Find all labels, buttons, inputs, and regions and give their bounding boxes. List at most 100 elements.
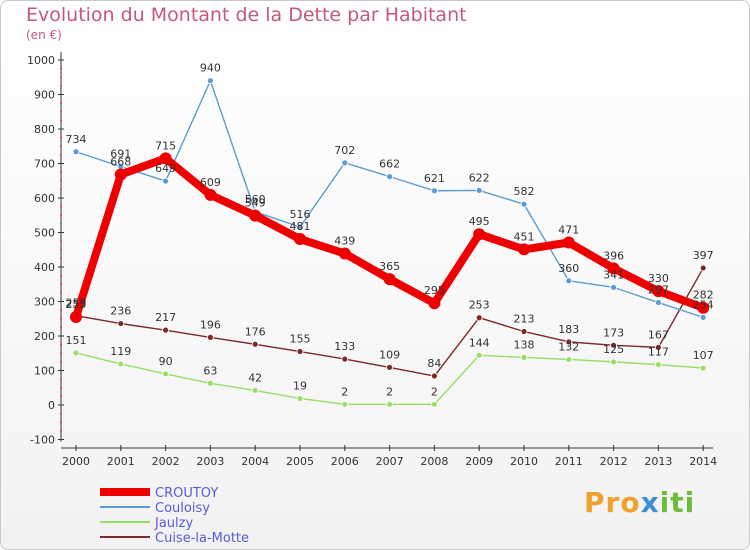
data-label: 715 — [155, 139, 176, 152]
data-label: 125 — [603, 343, 624, 356]
data-point — [117, 360, 125, 368]
data-point — [159, 152, 172, 165]
data-label: 397 — [693, 249, 714, 262]
data-point — [475, 187, 483, 194]
data-label: 560 — [245, 193, 266, 206]
proxiti-logo: Proxiti — [584, 486, 696, 519]
data-label: 668 — [110, 156, 131, 169]
x-tick-label: 2004 — [241, 455, 269, 468]
data-label: 734 — [66, 133, 87, 146]
data-label: 360 — [558, 262, 579, 275]
data-label: 341 — [603, 268, 624, 281]
data-label: 495 — [469, 215, 490, 228]
data-label: 173 — [603, 326, 624, 339]
data-label: 662 — [379, 158, 400, 171]
data-point — [206, 77, 214, 85]
data-point — [520, 200, 528, 208]
data-point — [296, 348, 304, 355]
data-label: 295 — [424, 284, 445, 297]
data-point — [473, 228, 486, 241]
data-label: 213 — [514, 313, 535, 326]
data-label: 622 — [469, 171, 490, 184]
data-label: 2 — [341, 385, 348, 398]
x-tick-label: 2000 — [62, 455, 90, 468]
data-point — [386, 363, 394, 371]
data-point — [162, 177, 170, 185]
data-label: 621 — [424, 172, 445, 185]
data-point — [206, 379, 214, 387]
data-point — [565, 356, 573, 363]
data-point — [296, 395, 304, 402]
data-point — [72, 148, 80, 156]
data-point — [70, 311, 82, 324]
data-label: 42 — [248, 372, 262, 385]
chart-title: Evolution du Montant de la Dette par Hab… — [26, 4, 467, 26]
data-label: 196 — [200, 318, 221, 331]
x-tick-label: 2014 — [689, 455, 717, 468]
data-point — [518, 243, 530, 256]
data-label: 236 — [110, 305, 131, 318]
data-point — [565, 338, 573, 346]
data-label: 84 — [427, 357, 441, 370]
data-point — [386, 400, 394, 408]
data-point — [117, 320, 125, 327]
data-label: 254 — [693, 298, 714, 311]
data-label: 217 — [155, 311, 176, 324]
data-label: 702 — [334, 144, 355, 157]
y-tick-label: 600 — [34, 192, 55, 205]
data-label: 132 — [558, 340, 579, 353]
x-tick-label: 2003 — [196, 455, 224, 468]
data-label: 516 — [290, 208, 311, 221]
data-label: 259 — [66, 297, 87, 310]
data-point — [206, 333, 214, 341]
data-label: 183 — [558, 323, 579, 336]
data-label: 365 — [379, 260, 400, 273]
data-label: 167 — [648, 328, 669, 341]
y-tick-label: 300 — [34, 296, 55, 309]
data-point — [428, 297, 441, 310]
x-tick-label: 2005 — [286, 455, 314, 468]
data-label: 451 — [514, 230, 535, 243]
y-tick-label: 1000 — [27, 54, 55, 67]
data-label: 138 — [514, 338, 535, 351]
legend-label: Jaulzy — [154, 516, 193, 531]
data-point — [610, 283, 617, 291]
y-tick-label: 100 — [34, 365, 55, 378]
data-point — [520, 328, 528, 335]
data-label: 940 — [200, 62, 221, 75]
data-point — [341, 400, 349, 408]
data-label: 609 — [200, 176, 221, 189]
data-point — [72, 349, 80, 357]
x-tick-label: 2008 — [420, 455, 448, 468]
data-point — [562, 236, 575, 249]
data-point — [475, 351, 483, 359]
data-point — [652, 285, 665, 298]
y-tick-label: 500 — [34, 227, 55, 240]
data-point — [430, 372, 438, 380]
data-label: 133 — [334, 340, 355, 353]
data-point — [430, 400, 438, 408]
y-tick-label: 700 — [34, 158, 55, 171]
legend-label: CROUTOY — [155, 486, 218, 501]
data-point — [296, 223, 304, 231]
data-point — [520, 353, 528, 361]
data-label: 253 — [469, 299, 490, 312]
data-label: 649 — [155, 162, 176, 175]
data-point — [162, 370, 170, 378]
data-point — [655, 299, 662, 306]
x-tick-label: 2011 — [555, 455, 583, 468]
y-tick-label: -100 — [30, 434, 55, 447]
data-point — [341, 355, 349, 363]
data-label: 19 — [293, 379, 307, 392]
data-label: 117 — [648, 346, 669, 359]
data-point — [294, 233, 306, 246]
data-label: 549 — [245, 197, 266, 210]
x-tick-label: 2006 — [331, 455, 359, 468]
series-line-croutoy — [72, 154, 705, 319]
data-point — [655, 361, 662, 369]
data-point — [607, 262, 620, 275]
data-point — [338, 247, 351, 260]
y-tick-label: 400 — [34, 261, 55, 274]
data-label: 439 — [334, 235, 355, 248]
